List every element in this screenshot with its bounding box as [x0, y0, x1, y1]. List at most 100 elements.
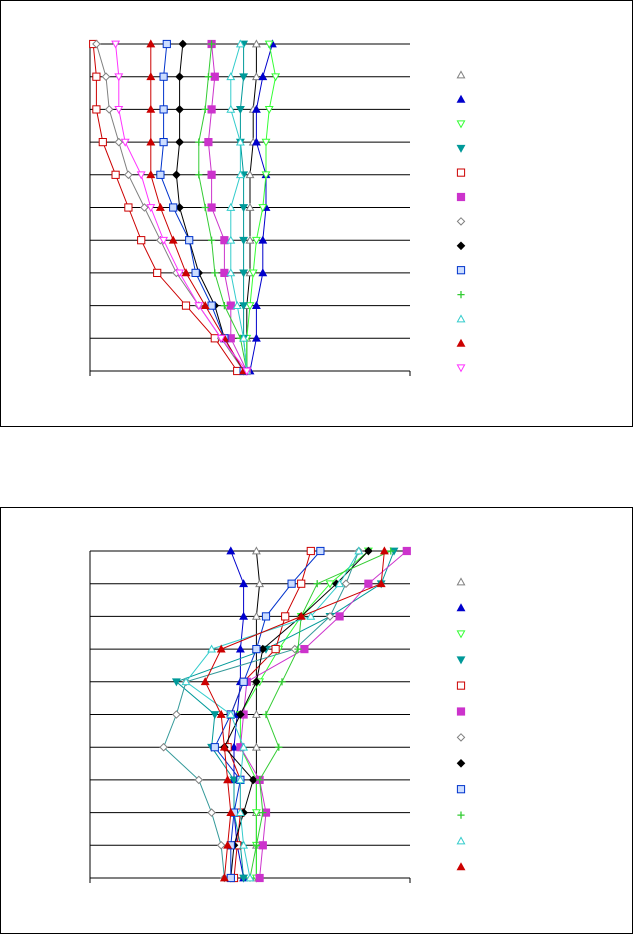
legend-marker [456, 656, 466, 665]
legend-marker [456, 603, 466, 612]
marker [306, 546, 315, 556]
marker [256, 776, 264, 784]
marker [258, 268, 268, 277]
marker [168, 235, 178, 244]
marker [114, 137, 124, 147]
legend-marker [456, 217, 466, 226]
marker [201, 105, 209, 113]
marker [200, 677, 210, 686]
legend-marker [456, 144, 466, 153]
legend-marker [456, 338, 466, 347]
marker [341, 579, 351, 589]
legend-marker [456, 314, 466, 323]
marker [223, 775, 233, 784]
marker [251, 72, 261, 81]
marker [245, 202, 255, 211]
marker [297, 579, 306, 588]
marker [208, 40, 216, 48]
legend-marker [456, 733, 466, 742]
marker [325, 612, 335, 621]
marker [226, 72, 236, 81]
marker [146, 170, 156, 179]
marker [146, 204, 156, 213]
marker [207, 644, 217, 653]
marker [111, 170, 120, 179]
marker [239, 874, 249, 883]
marker [207, 808, 216, 817]
marker [387, 547, 395, 555]
marker [208, 236, 216, 244]
marker [156, 170, 165, 179]
marker [181, 677, 191, 686]
marker [313, 580, 321, 588]
marker [235, 807, 245, 816]
marker [271, 645, 280, 654]
marker [245, 873, 255, 882]
marker [226, 268, 236, 277]
marker [251, 742, 261, 751]
marker [235, 644, 245, 653]
marker [248, 775, 258, 785]
marker [235, 106, 245, 115]
marker [210, 743, 219, 752]
marker [235, 775, 245, 784]
marker [140, 203, 149, 212]
marker [239, 333, 249, 342]
marker [239, 302, 249, 311]
marker [171, 678, 181, 687]
marker [258, 841, 267, 850]
marker [364, 546, 373, 556]
marker [216, 334, 226, 343]
marker [159, 236, 169, 245]
marker [239, 204, 249, 213]
marker [239, 579, 249, 588]
marker [242, 367, 252, 376]
marker [262, 710, 270, 719]
marker [220, 302, 228, 310]
marker [195, 138, 203, 146]
marker [146, 137, 156, 146]
marker [92, 72, 101, 81]
marker [207, 203, 216, 212]
marker [111, 40, 121, 49]
marker [181, 301, 191, 310]
marker [264, 40, 274, 49]
marker [261, 171, 271, 180]
marker [226, 873, 235, 883]
marker [207, 170, 216, 179]
marker [255, 579, 265, 588]
marker [137, 236, 146, 245]
legend-marker [456, 862, 466, 871]
marker [376, 579, 386, 588]
legend-marker [456, 681, 466, 690]
marker [245, 235, 255, 244]
marker [316, 546, 325, 556]
marker [239, 73, 249, 82]
marker [175, 269, 185, 278]
marker [235, 170, 245, 179]
marker [235, 137, 245, 146]
marker [220, 268, 229, 277]
marker [175, 137, 184, 147]
marker [219, 742, 229, 751]
legend-marker [456, 364, 466, 373]
legend-marker [456, 192, 466, 202]
marker [251, 611, 261, 620]
marker [251, 236, 261, 245]
marker [175, 105, 184, 114]
marker [252, 841, 260, 849]
marker [379, 546, 389, 555]
marker [251, 39, 261, 48]
marker [239, 269, 249, 278]
legend-marker [456, 241, 466, 251]
marker [210, 711, 220, 720]
marker [287, 579, 296, 588]
marker [261, 138, 271, 147]
marker [354, 546, 364, 555]
marker [146, 72, 156, 81]
marker [239, 840, 249, 849]
marker [92, 105, 101, 114]
legend-marker [456, 94, 466, 103]
marker [296, 611, 306, 620]
